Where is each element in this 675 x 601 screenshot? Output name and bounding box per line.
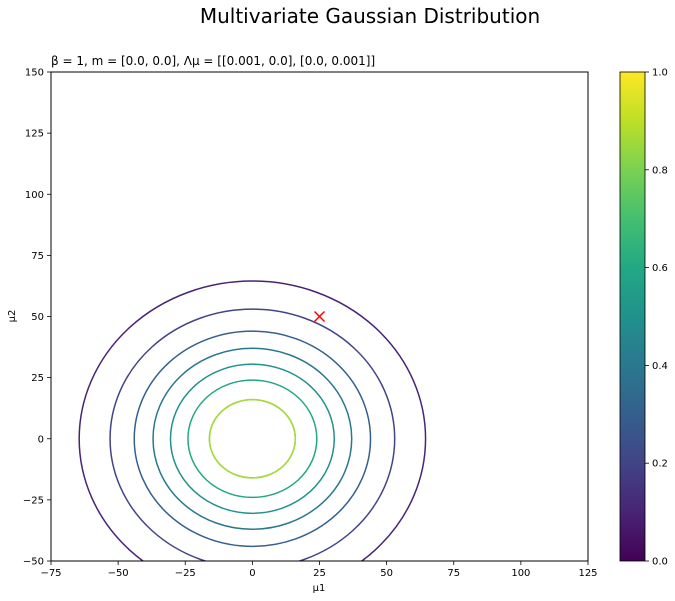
contour-level-4 <box>152 347 353 530</box>
y-tick-label: 125 <box>25 129 44 140</box>
plot-subtitle: β = 1, m = [0.0, 0.0], Λμ = [[0.001, 0.0… <box>51 54 375 68</box>
x-tick-label: 0 <box>249 568 255 579</box>
x-tick-label: −75 <box>40 568 61 579</box>
colorbar-tick-label: 0.6 <box>652 263 668 274</box>
contour-level-8 <box>208 398 297 479</box>
y-axis-label: μ2 <box>7 310 18 323</box>
x-tick-label: 125 <box>578 568 597 579</box>
y-tick-label: 50 <box>31 312 44 323</box>
y-tick-label: 25 <box>31 373 44 384</box>
contour-level-3 <box>133 330 372 548</box>
y-tick-label: −50 <box>23 557 44 568</box>
x-tick-label: −25 <box>175 568 196 579</box>
figure-title: Multivariate Gaussian Distribution <box>199 4 541 28</box>
colorbar <box>619 71 646 562</box>
x-tick-label: −50 <box>108 568 129 579</box>
y-tick-label: 0 <box>38 434 44 445</box>
y-tick-label: −25 <box>23 495 44 506</box>
x-tick-label: 75 <box>447 568 460 579</box>
colorbar-tick-label: 0.2 <box>652 459 668 470</box>
y-tick-label: 75 <box>31 251 44 262</box>
contour-level-6 <box>187 379 318 499</box>
colorbar-tick-label: 0.4 <box>652 361 668 372</box>
x-tick-label: 100 <box>511 568 530 579</box>
colorbar-tick-label: 0.8 <box>652 165 668 176</box>
colorbar-tick-label: 1.0 <box>652 68 668 79</box>
marker-layer <box>313 310 326 323</box>
contour-lines <box>78 280 427 561</box>
contour-level-5 <box>169 363 336 515</box>
sample-marker <box>313 310 326 323</box>
contour-level-1 <box>78 280 427 561</box>
x-tick-label: 25 <box>313 568 326 579</box>
x-tick-label: 50 <box>380 568 393 579</box>
contour-level-2 <box>109 308 396 561</box>
y-tick-label: 150 <box>25 68 44 79</box>
x-axis: −75 −50 −25 0 25 50 75 100 125 <box>40 561 598 579</box>
colorbar-tick-label: 0.0 <box>652 557 668 568</box>
y-tick-label: 100 <box>25 190 44 201</box>
y-axis: −50 −25 0 25 50 75 100 125 150 <box>23 68 51 568</box>
colorbar-axis: 0.0 0.2 0.4 0.6 0.8 1.0 <box>645 68 668 568</box>
x-axis-label: μ1 <box>313 583 326 594</box>
